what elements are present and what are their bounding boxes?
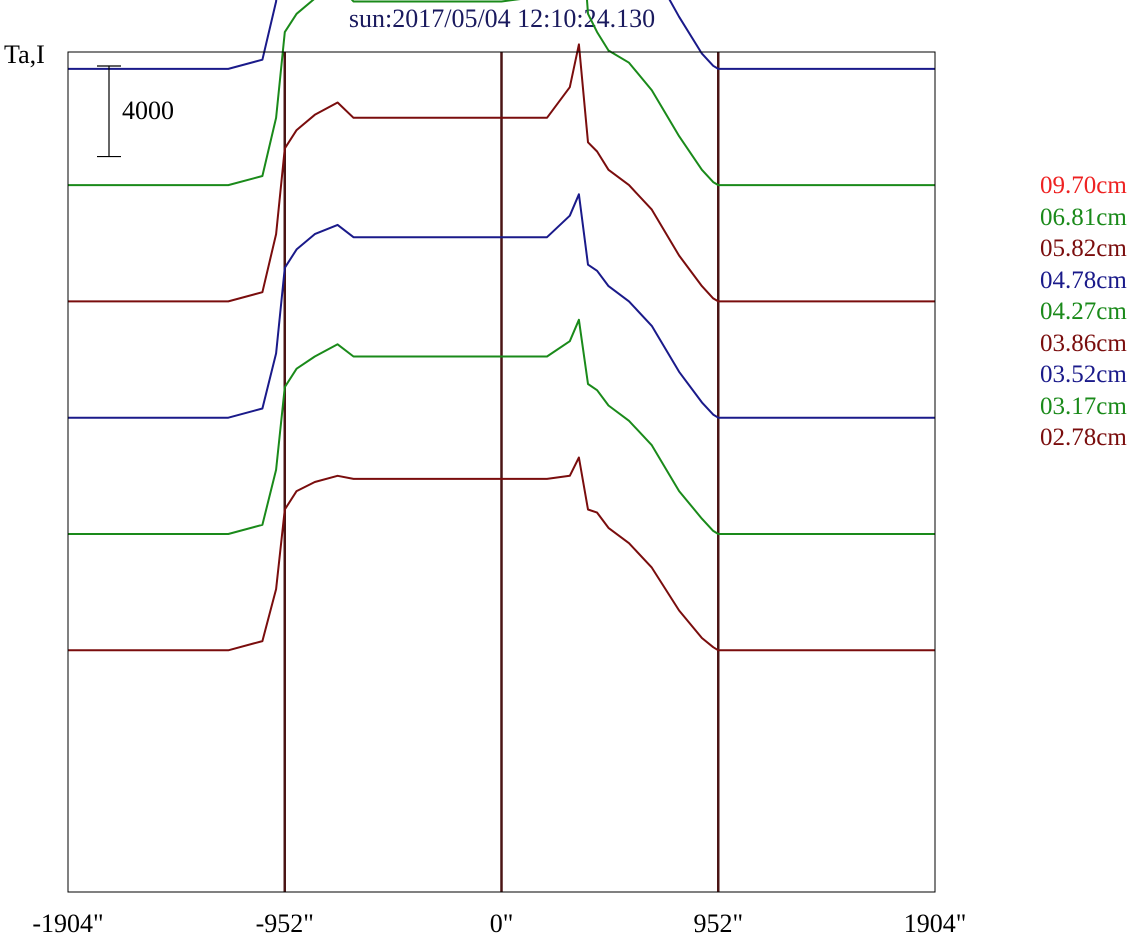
legend-item: 06.81cm (1040, 203, 1127, 231)
scale-bar: 4000 (97, 65, 174, 158)
series-lines (68, 0, 935, 652)
y-axis-label: Ta,I (4, 40, 45, 69)
x-tick-labels: -1904" -952" 0" 952" 1904" (32, 909, 966, 938)
legend-item: 03.52cm (1040, 361, 1127, 388)
series-line-03.86cm (68, 43, 935, 303)
legend-item: 04.27cm (1040, 298, 1127, 325)
legend-item: 05.82cm (1040, 235, 1127, 262)
series-line-04.78cm (68, 0, 935, 70)
legend-item: 09.70cm (1040, 172, 1127, 199)
legend-item: 03.17cm (1040, 392, 1127, 420)
chart-title: sun:2017/05/04 12:10:24.130 (348, 4, 656, 33)
plot-frame (67, 51, 936, 893)
x-tick-label: 0" (490, 909, 514, 938)
series-line-02.78cm (68, 456, 935, 652)
x-tick-label: 952" (693, 909, 743, 938)
legend-item: 03.86cm (1040, 329, 1127, 357)
series-line-04.27cm (68, 0, 935, 187)
x-tick-label: 1904" (904, 909, 967, 938)
legend-item: 04.78cm (1040, 266, 1127, 294)
vertical-reference-lines (283, 52, 720, 892)
series-line-03.52cm (68, 193, 935, 419)
scale-bar-label: 4000 (122, 96, 174, 125)
legend-item: 02.78cm (1040, 424, 1127, 451)
legend: 09.70cm 06.81cm 05.82cm 04.78cm 04.27cm 03.86… (1040, 170, 1127, 454)
series-line-03.17cm (68, 318, 935, 535)
x-tick-label: -952" (256, 909, 314, 938)
chart-plot: 4000 -1904" -952" 0" 952" 1904" (32, 0, 966, 938)
x-tick-label: -1904" (32, 909, 103, 938)
